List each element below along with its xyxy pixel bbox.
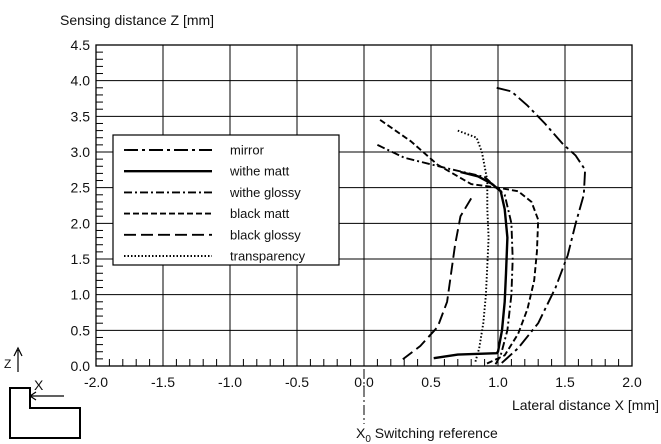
x-tick-label: -1.0	[218, 374, 242, 390]
switching-reference-label: X0 Switching reference	[356, 425, 498, 444]
chart-series	[376, 86, 587, 366]
chart-legend: mirror withe matt withe glossy black matt bl…	[112, 134, 340, 266]
y-tick-label: 0.0	[71, 358, 91, 374]
y-tick-label: 1.5	[71, 251, 91, 267]
sensor-block-icon	[9, 387, 81, 439]
y-tick-label: 3.5	[71, 108, 91, 124]
series-line-0	[496, 86, 587, 365]
x-tick-label: -1.5	[151, 374, 175, 390]
y-axis-title: Sensing distance Z [mm]	[60, 12, 214, 28]
x-tick-label: 0.5	[421, 374, 441, 390]
y-tick-label: 4.5	[71, 37, 91, 53]
series-line-4	[400, 197, 473, 362]
icon-x-label: X	[34, 377, 44, 393]
legend-label: transparency	[230, 249, 306, 264]
series-line-1	[433, 170, 509, 360]
x-tick-label: -0.5	[285, 374, 309, 390]
y-tick-label: 3.0	[71, 144, 91, 160]
series-line-3	[379, 119, 540, 366]
x-tick-label: -2.0	[84, 374, 108, 390]
z-arrow-icon	[13, 346, 23, 372]
y-tick-label: 2.5	[71, 180, 91, 196]
axes-orientation-icon: Z X	[4, 346, 81, 439]
legend-box	[112, 134, 340, 266]
x-tick-label: 1.0	[488, 374, 508, 390]
legend-label: black glossy	[230, 227, 301, 242]
legend-label: withe matt	[229, 164, 290, 179]
x-tick-label: 1.5	[555, 374, 575, 390]
y-tick-label: 4.0	[71, 73, 91, 89]
legend-label: black matt	[230, 206, 290, 221]
legend-label: withe glossy	[229, 185, 301, 200]
y-tick-label: 0.5	[71, 322, 91, 338]
plot-frame	[95, 44, 633, 367]
legend-label: mirror	[230, 143, 265, 158]
series-line-2	[376, 144, 514, 366]
y-tick-label: 1.0	[71, 287, 91, 303]
x-arrow-icon	[29, 391, 64, 401]
icon-z-label: Z	[4, 357, 11, 371]
x-tick-label: 2.0	[622, 374, 642, 390]
x-axis-title: Lateral distance X [mm]	[512, 397, 659, 413]
y-tick-label: 2.0	[71, 215, 91, 231]
series-line-5	[457, 129, 490, 363]
